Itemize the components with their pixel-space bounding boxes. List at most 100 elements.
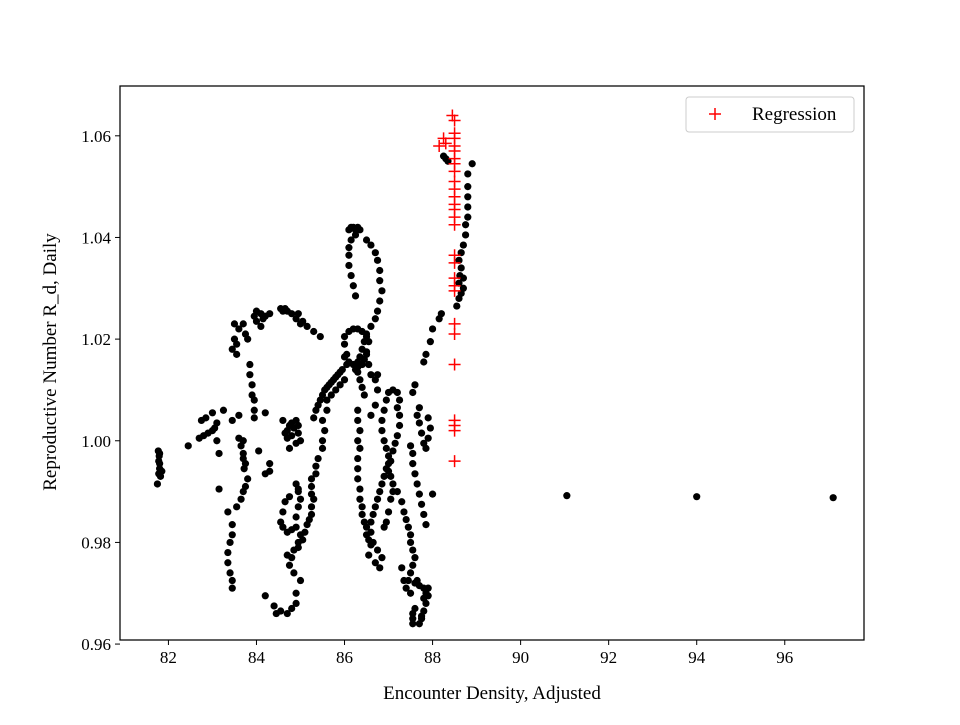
data-point xyxy=(382,396,390,404)
data-point xyxy=(228,416,236,425)
data-point xyxy=(292,523,300,531)
y-axis-label: Reproductive Number R_d, Daily xyxy=(40,233,61,491)
data-point xyxy=(279,523,287,531)
regression-point xyxy=(448,358,461,371)
data-point xyxy=(409,546,417,554)
data-point xyxy=(279,508,287,516)
data-point xyxy=(270,602,278,610)
regression-point xyxy=(448,218,461,231)
data-point xyxy=(376,564,384,572)
data-point xyxy=(354,416,362,425)
data-point xyxy=(354,465,362,473)
data-point xyxy=(413,411,421,419)
data-point xyxy=(237,442,245,450)
data-point xyxy=(426,424,434,432)
data-point xyxy=(345,261,353,270)
data-point xyxy=(290,569,298,577)
data-point xyxy=(323,396,331,404)
data-point xyxy=(349,282,357,290)
data-point xyxy=(376,297,384,305)
data-point xyxy=(393,432,401,440)
data-point xyxy=(239,454,247,463)
data-point xyxy=(240,465,248,473)
data-point xyxy=(358,510,366,519)
data-point xyxy=(288,310,296,318)
data-point xyxy=(457,264,465,272)
regression-point xyxy=(448,317,461,330)
data-point xyxy=(360,338,368,346)
data-point xyxy=(153,480,162,488)
data-point xyxy=(252,317,261,325)
data-point xyxy=(354,475,362,483)
data-point xyxy=(563,492,571,500)
data-point xyxy=(248,381,256,389)
data-point xyxy=(362,236,371,244)
legend-frame xyxy=(685,96,855,133)
data-point xyxy=(307,482,316,491)
data-point xyxy=(358,345,366,353)
y-tick-label: 1.06 xyxy=(81,127,111,146)
data-point xyxy=(356,376,364,384)
x-tick-label: 92 xyxy=(600,648,617,667)
data-point xyxy=(318,444,327,452)
y-tick-label: 1.02 xyxy=(81,330,111,349)
data-point xyxy=(281,429,289,437)
data-point xyxy=(347,271,355,280)
data-point xyxy=(285,444,294,452)
data-point xyxy=(228,584,236,592)
data-point xyxy=(398,564,406,572)
data-point xyxy=(233,340,241,348)
data-point xyxy=(400,576,408,585)
data-point xyxy=(409,388,417,397)
data-point xyxy=(367,371,375,379)
data-point xyxy=(406,589,415,597)
data-point xyxy=(356,485,364,493)
data-point xyxy=(417,500,426,508)
data-point xyxy=(290,424,298,432)
data-point xyxy=(413,576,421,585)
data-point xyxy=(415,620,423,628)
data-point xyxy=(464,193,472,201)
data-point xyxy=(362,350,371,358)
data-point xyxy=(301,528,309,536)
data-point xyxy=(266,460,274,468)
data-point xyxy=(420,594,428,602)
data-point xyxy=(351,366,360,374)
data-point xyxy=(356,426,364,435)
data-point xyxy=(362,523,371,531)
data-point xyxy=(409,620,417,628)
data-point xyxy=(404,523,412,531)
data-point xyxy=(409,561,417,569)
legend: Regression xyxy=(685,96,855,133)
x-tick-label: 94 xyxy=(688,648,706,667)
data-point xyxy=(367,411,375,419)
y-tick-label: 1.00 xyxy=(81,432,111,451)
x-tick-label: 86 xyxy=(336,648,353,667)
data-point xyxy=(294,543,302,552)
series-0 xyxy=(153,152,837,628)
data-point xyxy=(461,231,470,239)
data-point xyxy=(367,528,375,536)
data-point xyxy=(415,419,423,427)
data-point xyxy=(415,490,423,498)
data-point xyxy=(285,493,294,501)
data-point xyxy=(362,330,371,338)
data-point xyxy=(384,508,393,516)
data-point xyxy=(323,406,331,414)
data-point xyxy=(279,416,287,425)
axes-layer: 82 84 86 88 90 92 94 96 0.96 0.98 1.00 1.02 1.04 1.06 xyxy=(81,85,865,667)
data-point xyxy=(312,470,320,478)
data-point xyxy=(354,358,362,366)
data-point xyxy=(312,462,320,470)
data-point xyxy=(250,414,258,422)
data-point xyxy=(373,546,382,554)
data-point xyxy=(373,495,382,503)
data-point xyxy=(367,322,375,331)
data-point xyxy=(239,320,247,328)
data-point xyxy=(367,518,375,526)
regression-point xyxy=(448,165,461,178)
data-point xyxy=(459,284,467,292)
data-point xyxy=(422,521,430,529)
data-point xyxy=(453,302,461,310)
